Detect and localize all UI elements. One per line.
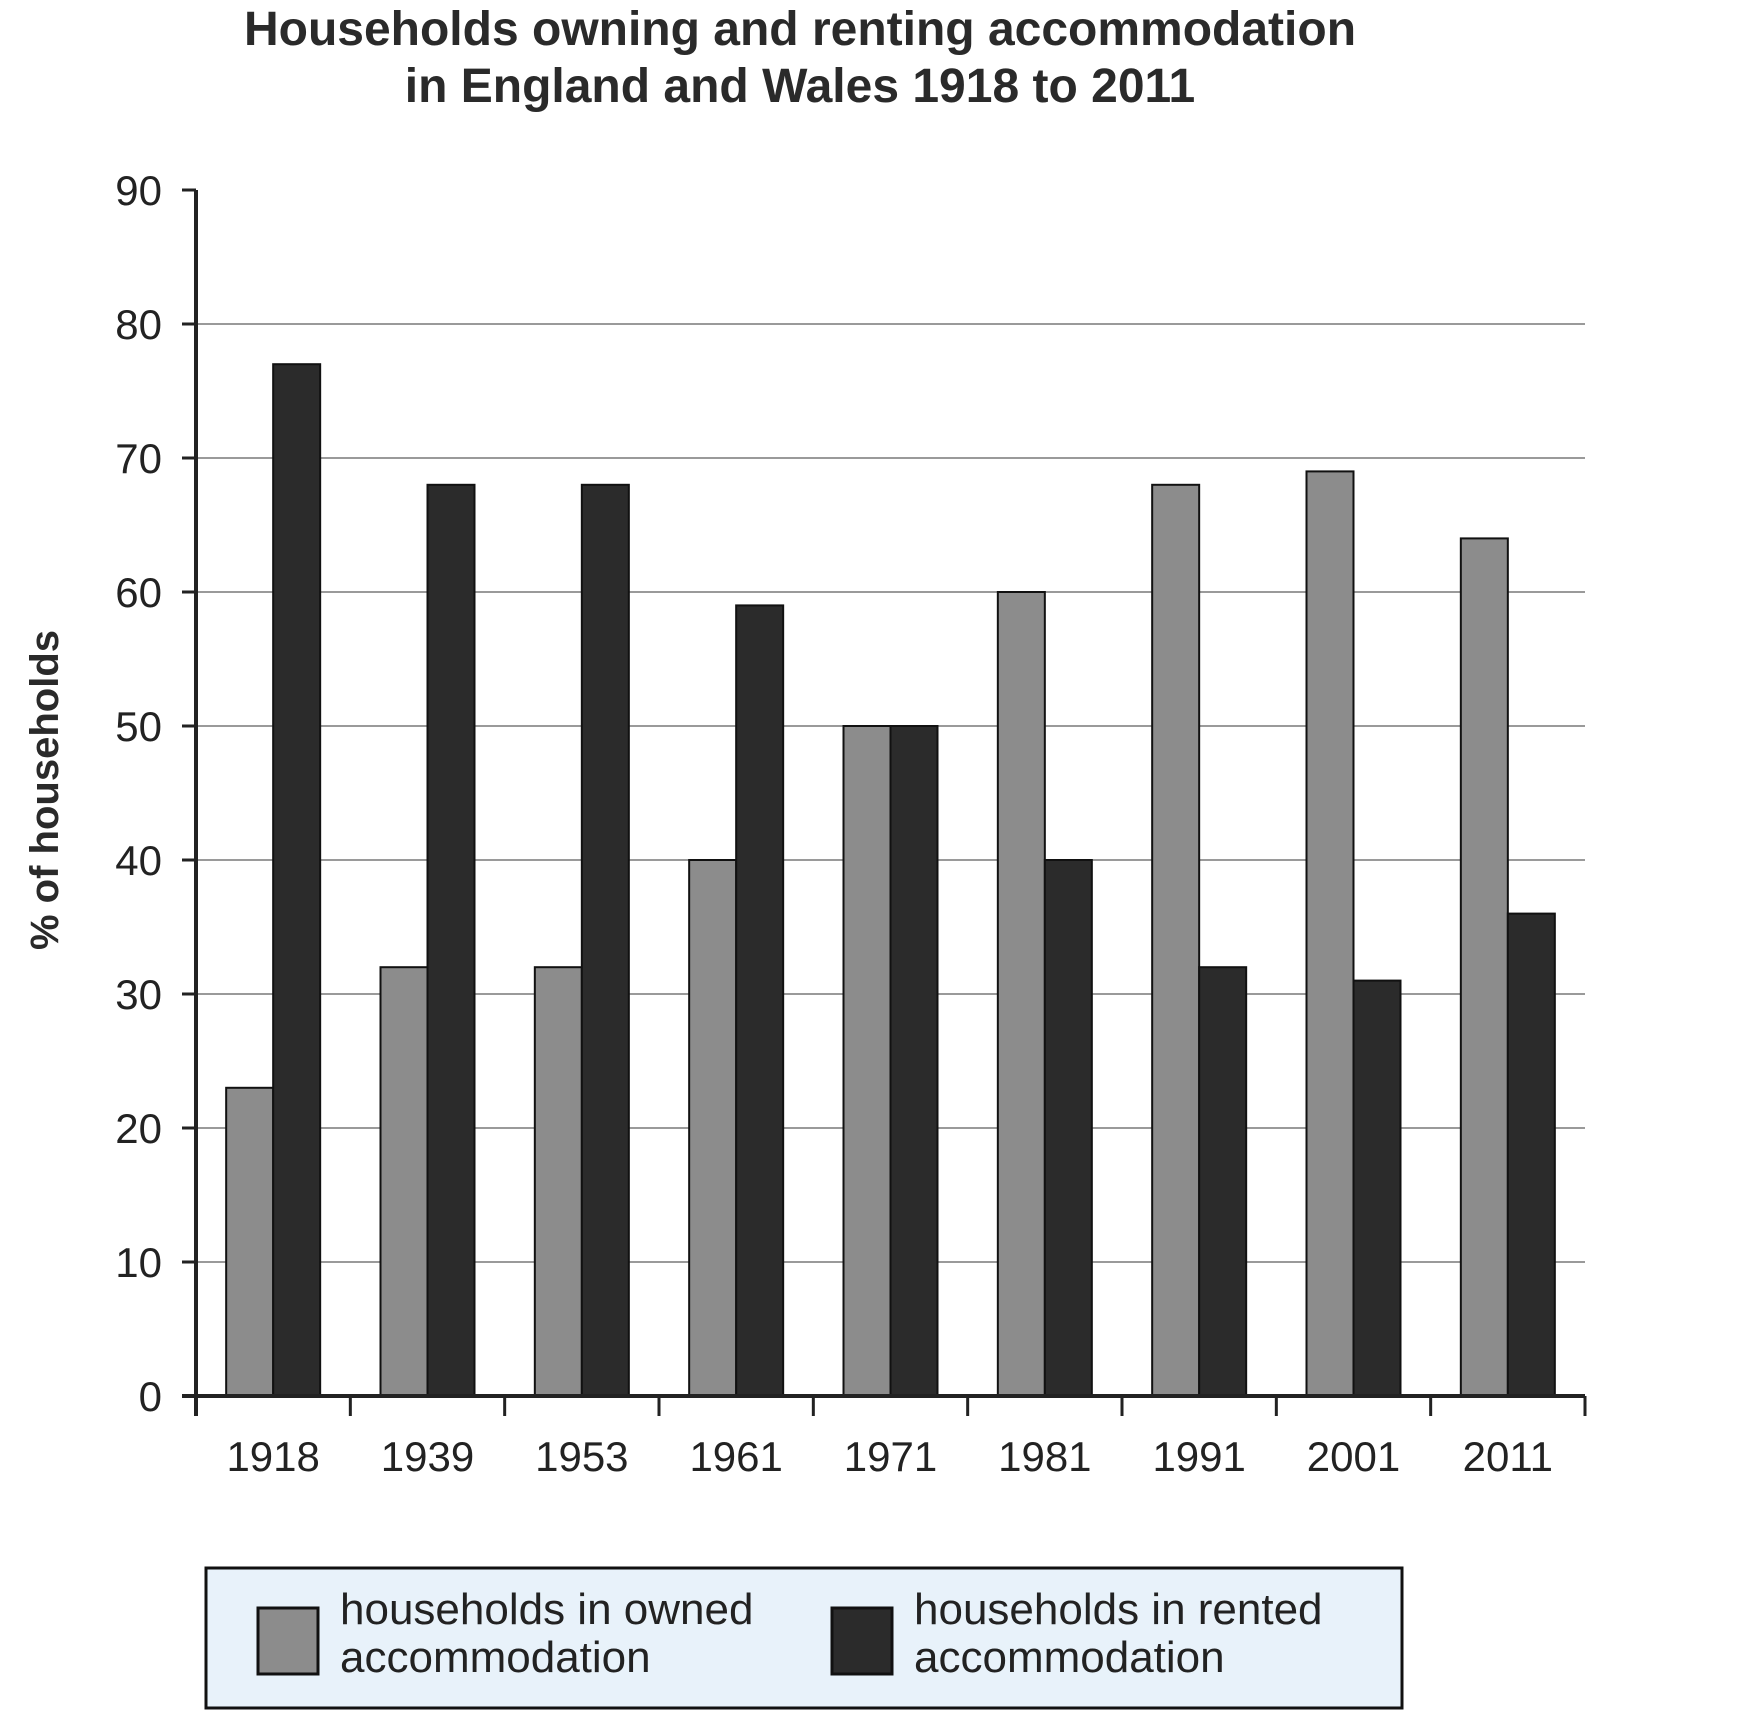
legend-swatch-rented — [830, 1606, 894, 1676]
bar-owned — [996, 591, 1046, 1397]
legend-box — [204, 1566, 1404, 1710]
legend-label-line: accommodation — [914, 1633, 1225, 1682]
bar-rented — [1198, 966, 1248, 1397]
x-tick-labels: 1918 1939 1953 1961 1971 1981 1991 2001 2011 — [226, 1433, 1553, 1480]
chart-title: Households owning and renting accommodat… — [244, 3, 1356, 56]
y-tick-label: 10 — [115, 1239, 162, 1286]
y-tick-labels: 0 10 20 30 40 50 60 70 80 90 — [115, 167, 162, 1420]
bar-owned — [1305, 470, 1355, 1397]
y-tick-label: 90 — [115, 167, 162, 214]
bars — [225, 363, 1556, 1398]
y-tick-label: 80 — [115, 301, 162, 348]
y-tick-label: 40 — [115, 837, 162, 884]
bar-rented — [1043, 859, 1093, 1397]
bar-owned — [225, 1086, 275, 1398]
legend-swatch-owned — [256, 1606, 320, 1676]
x-tick-label: 2011 — [1463, 1433, 1553, 1480]
x-tick-label: 1939 — [381, 1433, 474, 1480]
y-tick-label: 30 — [115, 971, 162, 1018]
bar-rented — [735, 604, 785, 1397]
legend: households in ownedaccommodationhousehol… — [204, 1566, 1404, 1710]
y-tick-label: 0 — [139, 1373, 162, 1420]
bar-owned — [379, 966, 429, 1397]
y-tick-label: 20 — [115, 1105, 162, 1152]
bar-rented — [1506, 912, 1556, 1397]
x-tick-label: 1953 — [535, 1433, 628, 1480]
chart-title-group: Households owning and renting accommodat… — [244, 3, 1356, 113]
x-tick-label: 1981 — [998, 1433, 1091, 1480]
legend-label-line: accommodation — [340, 1633, 651, 1682]
y-tick-label: 50 — [115, 703, 162, 750]
chart-subtitle: in England and Wales 1918 to 2011 — [405, 60, 1196, 113]
bar-owned — [1151, 483, 1201, 1397]
bar-rented — [889, 725, 939, 1397]
x-tick-label: 1918 — [226, 1433, 319, 1480]
y-axis-title: % of households — [23, 630, 67, 950]
bar-rented — [272, 363, 322, 1398]
x-tick-label: 1991 — [1152, 1433, 1245, 1480]
bar-rented — [580, 483, 630, 1397]
axes — [182, 188, 1587, 1416]
bar-owned — [1459, 537, 1509, 1397]
x-tick-label: 2001 — [1307, 1433, 1400, 1480]
x-tick-label: 1971 — [844, 1433, 937, 1480]
legend-label-line: households in rented — [914, 1585, 1323, 1634]
bar-owned — [533, 966, 583, 1397]
bar-rented — [426, 483, 476, 1397]
legend-label-line: households in owned — [340, 1585, 753, 1634]
y-tick-label: 60 — [115, 569, 162, 616]
bar-rented — [1352, 979, 1402, 1397]
bar-owned — [842, 725, 892, 1397]
x-tick-label: 1961 — [689, 1433, 782, 1480]
bar-owned — [688, 859, 738, 1397]
y-tick-label: 70 — [115, 435, 162, 482]
